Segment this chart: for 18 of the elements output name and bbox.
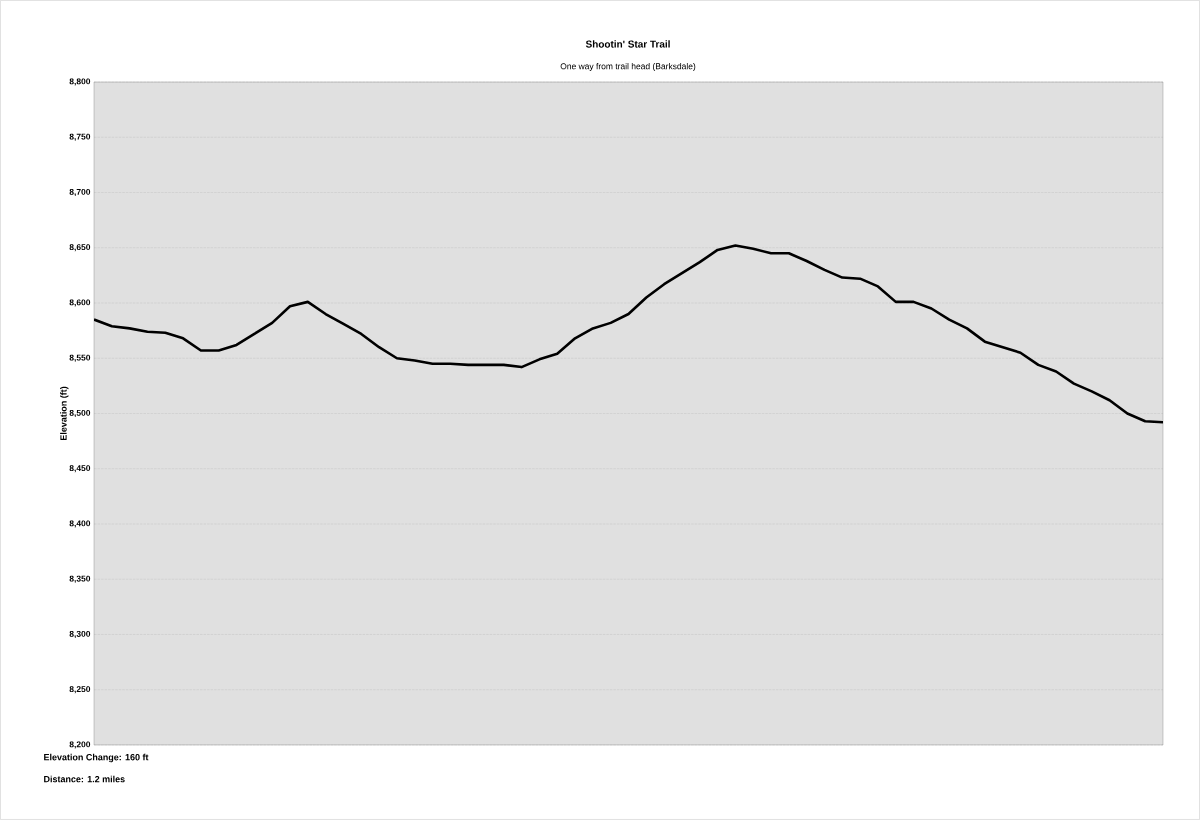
chart-subtitle: One way from trail head (Barksdale)	[560, 63, 696, 71]
y-tick-label: 8,400	[69, 520, 91, 528]
text: Elevation Change: 160 ft	[44, 753, 149, 763]
y-tick-label: 8,300	[69, 630, 91, 639]
y-tick-label: 8,250	[69, 686, 91, 694]
y-tick-label: 8,350	[69, 575, 91, 583]
chart-title: Shootin' Star Trail	[585, 40, 670, 48]
y-tick-label: 8,500	[69, 409, 91, 418]
y-tick-label: 8,800	[69, 78, 91, 86]
text: Distance: 1.2 miles	[44, 775, 125, 783]
y-tick-label: 8,600	[69, 299, 91, 307]
y-tick-label: 8,450	[69, 465, 91, 473]
y-axis-title: Elevation (ft)	[60, 386, 69, 441]
y-tick-label: 8,650	[69, 244, 91, 252]
y-tick-label: 8,750	[69, 133, 91, 141]
y-tick-label: 8,700	[69, 188, 91, 197]
y-tick-label: 8,550	[69, 354, 91, 362]
y-tick-label: 8,200	[69, 741, 91, 749]
